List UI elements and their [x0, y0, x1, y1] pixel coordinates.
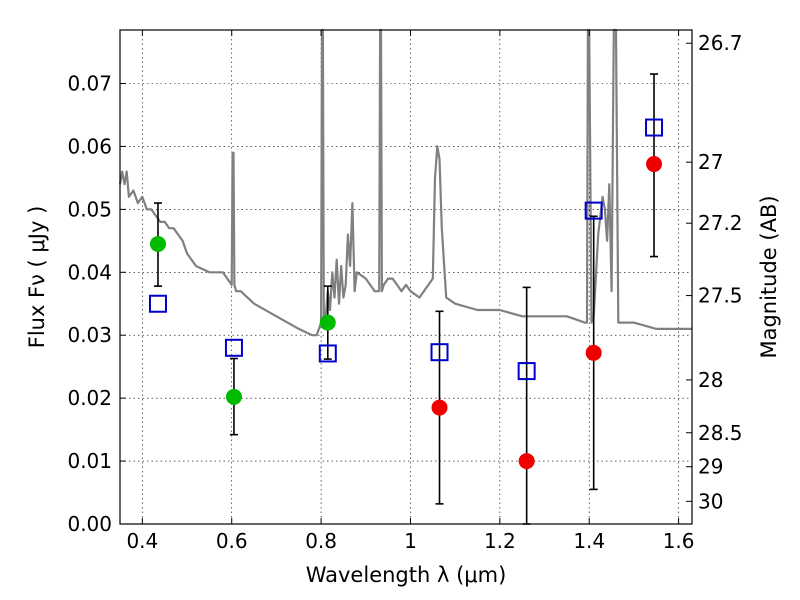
error-bars [153, 73, 659, 525]
y-tick-label: 0.06 [67, 134, 112, 158]
model-point [517, 362, 536, 381]
spectrum-series [118, 28, 692, 337]
mag-tick-label: 28 [698, 368, 723, 392]
flux-point [319, 314, 336, 331]
x-tick-label: 1 [404, 529, 417, 553]
mag-tick-label: 28.5 [698, 421, 743, 445]
flux-point [149, 235, 166, 252]
model-point [645, 118, 664, 137]
x-axis-label: Wavelength λ (μm) [306, 563, 507, 587]
model-point [224, 338, 243, 357]
mag-tick-label: 27 [698, 150, 723, 174]
model-point [430, 343, 449, 362]
y-axis-right-label: Magnitude (AB) [757, 195, 781, 358]
y-tick-label: 0.02 [67, 386, 112, 410]
y-tick-label: 0.00 [67, 512, 112, 536]
flux-point [585, 344, 602, 361]
y-tick-label: 0.05 [67, 197, 112, 221]
mag-tick-label: 30 [698, 489, 723, 513]
y-tick-label: 0.03 [67, 323, 112, 347]
x-tick-label: 0.8 [305, 529, 337, 553]
flux-point [646, 156, 663, 173]
mag-tick-label: 29 [698, 455, 723, 479]
flux-point [518, 453, 535, 470]
mag-tick-label: 27.2 [698, 211, 743, 235]
spectrum-line [118, 28, 692, 337]
y-tick-label: 0.01 [67, 449, 112, 473]
x-tick-label: 0.4 [126, 529, 158, 553]
data-markers [148, 118, 664, 470]
y-tick-label: 0.07 [67, 71, 112, 95]
x-tick-label: 1.2 [484, 529, 516, 553]
model-point [148, 294, 167, 313]
y-axis-label: Flux Fν ( μJy ) [25, 206, 49, 349]
model-point [584, 201, 603, 220]
y-tick-label: 0.04 [67, 260, 112, 284]
flux-point [225, 388, 242, 405]
x-tick-label: 0.6 [216, 529, 248, 553]
x-tick-label: 1.6 [663, 529, 695, 553]
plot-frame [119, 29, 693, 525]
mag-tick-label: 26.7 [698, 31, 743, 55]
model-point [318, 344, 337, 363]
x-tick-label: 1.4 [573, 529, 605, 553]
axis-ticks: 0.4 0.6 0.8 1 1.2 1.4 1.6 0.00 0.01 0.02 0.03 0.04 0… [67, 30, 743, 553]
mag-tick-label: 27.5 [698, 284, 743, 308]
flux-point [431, 399, 448, 416]
grid [120, 30, 692, 525]
